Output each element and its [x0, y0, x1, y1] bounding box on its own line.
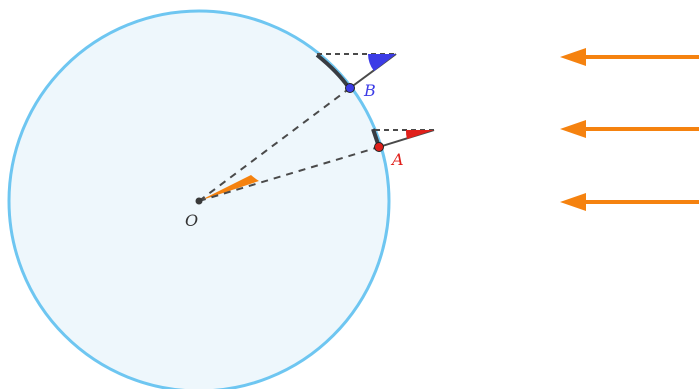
point-a [374, 142, 384, 152]
ray-middle [560, 120, 699, 138]
label-a: A [390, 150, 404, 169]
radius-ob [198, 87, 351, 202]
ray-top [560, 48, 699, 66]
angle-b [368, 54, 396, 71]
angle-a [405, 130, 434, 139]
center-angle [199, 175, 259, 201]
ray-bottom [560, 193, 699, 211]
radius-oa [198, 146, 380, 202]
point-b [345, 83, 355, 93]
label-b: B [363, 81, 376, 100]
point-o [195, 197, 203, 205]
label-o: O [185, 211, 198, 230]
